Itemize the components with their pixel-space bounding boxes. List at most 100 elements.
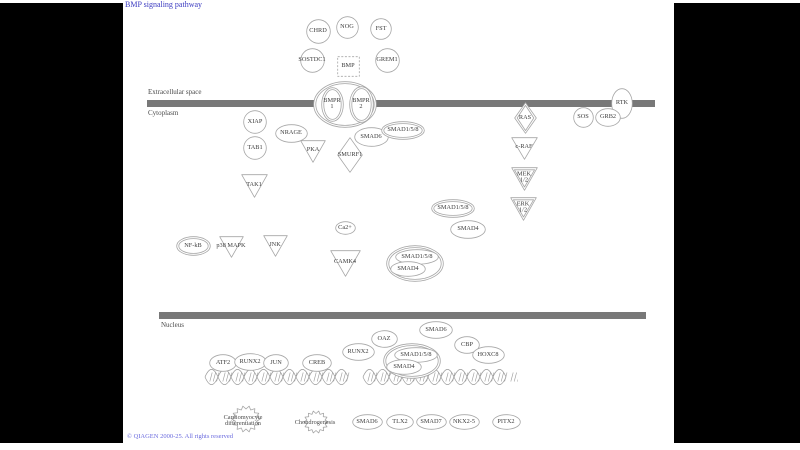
smad158-mid-label: SMAD1/5/8 <box>437 203 469 211</box>
node-chrd[interactable]: CHRD <box>305 18 331 44</box>
jun-label: JUN <box>270 358 282 366</box>
node-p38mapk[interactable]: p38 MAPK <box>216 236 246 258</box>
cytoplasm-label: Cytoplasm <box>148 109 179 117</box>
node-chondro-gear[interactable] <box>303 410 329 434</box>
smad6-cyto-label: SMAD6 <box>360 132 382 140</box>
node-pka[interactable]: PKA <box>300 139 326 163</box>
smurf1-label: SMURF1 <box>337 150 363 158</box>
oval-shape <box>341 343 375 361</box>
circle-shape <box>335 15 359 39</box>
page-title[interactable]: BMP signaling pathway <box>125 0 203 9</box>
node-fst[interactable]: FST <box>370 18 392 40</box>
erk12-label: ERK 1/2 <box>516 200 530 214</box>
node-hoxc8[interactable]: HOXC8 <box>471 346 505 364</box>
node-oaz[interactable]: OAZ <box>370 330 398 348</box>
node-jnk[interactable]: JNK <box>262 235 288 257</box>
node-tlx2[interactable]: TLX2 <box>386 414 414 430</box>
oval-shape <box>334 221 356 235</box>
node-chondro-text: Chondrogenesis <box>280 418 350 428</box>
dna-helix <box>204 369 518 385</box>
mek12-label: MEK 1/2 <box>517 170 531 184</box>
node-smurf1[interactable]: SMURF1 <box>337 137 363 173</box>
node-grb2[interactable]: GRB2 <box>595 107 621 127</box>
node-tab1[interactable]: TAB1 <box>243 136 267 160</box>
node-sos[interactable]: SOS <box>572 106 594 128</box>
node-smad4-cplx[interactable]: SMAD4 <box>390 261 426 277</box>
node-bmpr2[interactable]: BMPR 2 <box>348 85 374 123</box>
node-craf[interactable]: c-RAF <box>510 136 538 160</box>
oval-shape <box>263 354 289 372</box>
node-runx2-upper[interactable]: RUNX2 <box>341 343 375 361</box>
node-cbp[interactable]: CBP <box>454 336 480 354</box>
chrd-label: CHRD <box>309 26 327 34</box>
node-creb[interactable]: CREB <box>302 354 332 372</box>
chondro-text-label: Chondrogenesis <box>294 418 336 426</box>
nuclear-membrane-bar <box>159 312 646 319</box>
node-erk12[interactable]: ERK 1/2 <box>509 197 537 221</box>
node-xiap[interactable]: XIAP <box>243 110 267 134</box>
smad158-cyto-label: SMAD1/5/8 <box>387 125 419 133</box>
triangle-shape <box>510 136 538 160</box>
node-ca2[interactable]: Ca2+ <box>334 221 356 235</box>
triangle-shape <box>300 139 326 163</box>
copyright-notice: © QIAGEN 2000-25. All rights reserved <box>127 433 234 440</box>
nrage-label: NRAGE <box>280 128 302 136</box>
circle-shape <box>243 136 267 160</box>
node-jun[interactable]: JUN <box>263 354 289 372</box>
extracellular-space-label: Extracellular space <box>148 88 202 96</box>
oval-shape <box>491 414 521 430</box>
node-smad158-cyto[interactable]: SMAD1/5/8 <box>381 120 425 140</box>
node-pitx2[interactable]: PITX2 <box>491 414 521 430</box>
node-smad6-cyto[interactable]: SMAD6 <box>353 127 389 147</box>
node-atf2[interactable]: ATF2 <box>209 354 237 372</box>
smad6-nuc-label: SMAD6 <box>425 325 447 333</box>
circle-shape <box>370 18 392 40</box>
hoxc8-label: HOXC8 <box>477 350 499 358</box>
tab1-label: TAB1 <box>247 143 263 151</box>
oval-shape <box>370 330 398 348</box>
node-sostdc1[interactable]: SOSTDC1 <box>298 47 326 73</box>
dashed-rect-shape <box>336 55 360 77</box>
node-nrage[interactable]: NRAGE <box>274 123 308 143</box>
circle-shape <box>305 18 331 44</box>
node-bmpr1[interactable]: BMPR 1 <box>320 86 344 122</box>
node-smad7[interactable]: SMAD7 <box>415 414 447 430</box>
runx2-lower-label: RUNX2 <box>239 357 261 365</box>
node-smad6-nuc[interactable]: SMAD6 <box>419 321 453 339</box>
triangle2-shape <box>509 197 537 221</box>
node-nog[interactable]: NOG <box>335 15 359 39</box>
xiap-label: XIAP <box>247 117 263 125</box>
cbp-label: CBP <box>461 340 473 348</box>
grb2-label: GRB2 <box>599 112 617 120</box>
smad158-nuc-label: SMAD1/5/8 <box>400 350 432 358</box>
cardio-text-label: Cardiomyocyte differentiation <box>223 413 263 427</box>
node-cardio-text: Cardiomyocyte differentiation <box>208 413 278 429</box>
nkx25-label: NKX2-5 <box>452 417 476 425</box>
node-smad158-cplx[interactable]: SMAD1/5/8 <box>395 249 439 265</box>
node-ras[interactable]: RAS <box>513 102 537 134</box>
node-mek12[interactable]: MEK 1/2 <box>510 167 538 191</box>
oval-shape <box>351 414 383 430</box>
node-smad158-mid[interactable]: SMAD1/5/8 <box>431 198 475 218</box>
diamond2-shape <box>513 102 537 134</box>
node-bmp[interactable]: BMP <box>336 55 360 77</box>
diamond-shape <box>337 137 363 173</box>
process-shape <box>303 410 329 434</box>
oval-shape <box>353 127 389 147</box>
sostdc1-label: SOSTDC1 <box>298 55 326 63</box>
node-smad6-gene[interactable]: SMAD6 <box>351 414 383 430</box>
oaz-label: OAZ <box>377 334 391 342</box>
creb-label: CREB <box>308 358 326 366</box>
letterbox-left <box>0 3 123 443</box>
node-grem1[interactable]: GREM1 <box>374 47 400 73</box>
tlx2-label: TLX2 <box>392 417 408 425</box>
triangle-shape <box>240 174 268 198</box>
node-camk4[interactable]: CAMK4 <box>329 249 361 277</box>
node-smad4-mid[interactable]: SMAD4 <box>450 219 486 239</box>
node-runx2-lower[interactable]: RUNX2 <box>233 353 267 371</box>
node-smad4-nuc[interactable]: SMAD4 <box>386 359 422 375</box>
node-tak1[interactable]: TAK1 <box>240 174 268 198</box>
node-nfkb[interactable]: NF-kB <box>175 236 211 256</box>
node-nkx25[interactable]: NKX2-5 <box>448 414 480 430</box>
node-cardio-gear[interactable] <box>231 405 261 433</box>
